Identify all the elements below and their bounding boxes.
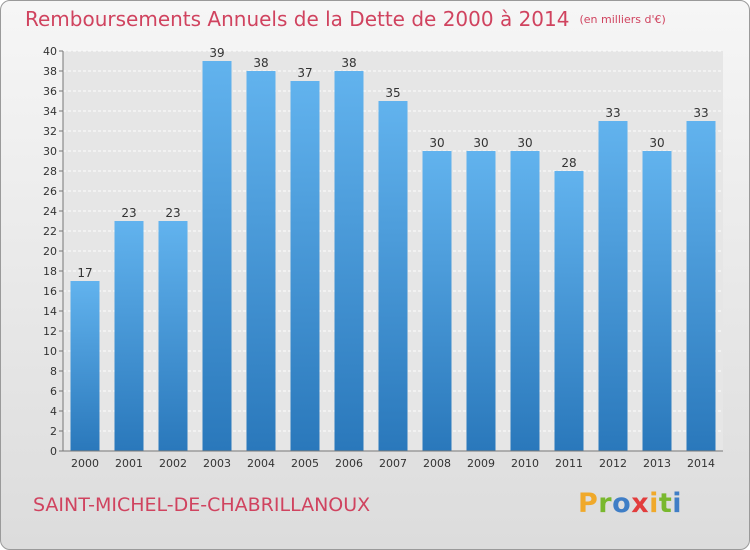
x-tick-label: 2003 [203, 457, 231, 470]
y-tick-label: 34 [43, 105, 57, 118]
y-tick-label: 6 [50, 385, 57, 398]
y-tick-label: 18 [43, 265, 57, 278]
y-tick-label: 4 [50, 405, 57, 418]
x-tick-label: 2001 [115, 457, 143, 470]
y-tick-label: 12 [43, 325, 57, 338]
bar-2008 [422, 151, 452, 451]
y-tick-label: 30 [43, 145, 57, 158]
x-tick-label: 2002 [159, 457, 187, 470]
bar-2003 [202, 61, 232, 451]
bar-2009 [466, 151, 496, 451]
chart-title: Remboursements Annuels de la Dette de 20… [25, 7, 666, 31]
data-label: 33 [605, 106, 620, 120]
x-tick-label: 2009 [467, 457, 495, 470]
data-label: 23 [121, 206, 136, 220]
logo-letter: i [672, 488, 683, 519]
chart-title-text: Remboursements Annuels de la Dette de 20… [25, 7, 570, 31]
x-tick-label: 2012 [599, 457, 627, 470]
bar-2002 [158, 221, 188, 451]
bar-2006 [334, 71, 364, 451]
y-tick-label: 0 [50, 445, 57, 458]
logo-letter: o [612, 488, 632, 519]
data-label: 30 [473, 136, 488, 150]
bar-2012 [598, 121, 628, 451]
y-tick-label: 2 [50, 425, 57, 438]
x-tick-label: 2011 [555, 457, 583, 470]
data-label: 39 [209, 46, 224, 60]
x-tick-label: 2006 [335, 457, 363, 470]
logo-letter: r [598, 488, 613, 519]
commune-name: SAINT-MICHEL-DE-CHABRILLANOUX [33, 494, 371, 516]
x-tick-label: 2010 [511, 457, 539, 470]
logo-letter: t [658, 488, 673, 519]
y-tick-label: 14 [43, 305, 57, 318]
data-label: 28 [561, 156, 576, 170]
data-label: 30 [429, 136, 444, 150]
y-tick-label: 32 [43, 125, 57, 138]
data-label: 23 [165, 206, 180, 220]
bar-2005 [290, 81, 320, 451]
bar-2014 [686, 121, 716, 451]
y-tick-label: 38 [43, 65, 57, 78]
data-label: 30 [649, 136, 664, 150]
y-tick-label: 26 [43, 185, 57, 198]
data-label: 35 [385, 86, 400, 100]
y-tick-label: 22 [43, 225, 57, 238]
y-tick-label: 20 [43, 245, 57, 258]
data-label: 30 [517, 136, 532, 150]
logo-letter: P [578, 488, 599, 519]
bar-2000 [70, 281, 100, 451]
y-tick-label: 28 [43, 165, 57, 178]
y-tick-label: 8 [50, 365, 57, 378]
data-label: 38 [341, 56, 356, 70]
y-tick-label: 10 [43, 345, 57, 358]
x-tick-label: 2000 [71, 457, 99, 470]
x-tick-label: 2014 [687, 457, 715, 470]
bar-2013 [642, 151, 672, 451]
x-tick-label: 2005 [291, 457, 319, 470]
x-tick-label: 2008 [423, 457, 451, 470]
data-label: 38 [253, 56, 268, 70]
y-tick-label: 16 [43, 285, 57, 298]
chart-unit: (en milliers d'€) [579, 13, 666, 26]
proxiti-logo[interactable]: Proxiti [578, 488, 682, 519]
bar-2010 [510, 151, 540, 451]
y-tick-label: 40 [43, 45, 57, 58]
x-tick-label: 2013 [643, 457, 671, 470]
x-axis: 2000 2001 2002 2003 2004 2005 2006 2007 2008 2009… [63, 450, 723, 470]
data-label: 37 [297, 66, 312, 80]
data-label: 17 [77, 266, 92, 280]
bars: 17 23 23 39 38 37 38 35 30 30 30 28 33 30 33 [70, 46, 716, 451]
bar-2004 [246, 71, 276, 451]
data-label: 33 [693, 106, 708, 120]
logo-letter: i [649, 488, 659, 519]
x-tick-label: 2007 [379, 457, 407, 470]
bar-2001 [114, 221, 144, 451]
bar-2011 [554, 171, 584, 451]
x-tick-label: 2004 [247, 457, 275, 470]
bar-2007 [378, 101, 408, 451]
y-tick-label: 36 [43, 85, 57, 98]
logo-letter: x [631, 488, 650, 519]
y-tick-label: 24 [43, 205, 57, 218]
